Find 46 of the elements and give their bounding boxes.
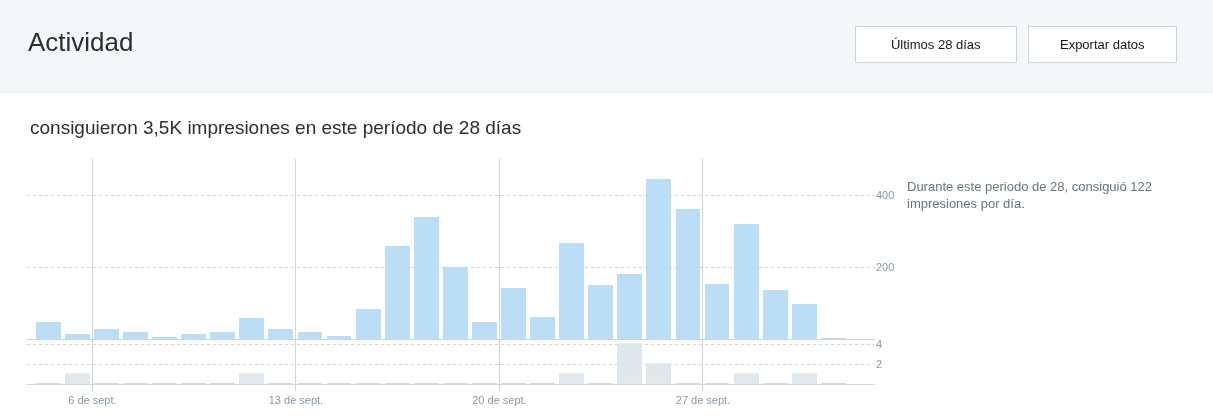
bar — [36, 322, 61, 339]
chart-title: Actividad — [28, 27, 134, 58]
text: Últimos 28 días — [890, 37, 982, 52]
y-tick-label: 4 — [876, 338, 883, 351]
bar — [646, 363, 671, 384]
bar — [443, 267, 468, 339]
bar — [65, 334, 90, 339]
y-tick-label: 200 — [876, 261, 895, 274]
bar — [617, 274, 642, 339]
bar — [239, 373, 264, 384]
bar — [181, 334, 206, 339]
bar — [327, 336, 351, 339]
y-tick-label: 400 — [876, 188, 895, 201]
bar — [588, 285, 613, 339]
bar — [734, 373, 759, 384]
bar — [298, 332, 322, 339]
x-tick-label: 13 de sept. — [268, 394, 324, 407]
text: Durante este periodo de 28, consiguió 122 impresiones por día. — [907, 179, 1153, 211]
bar — [530, 317, 555, 339]
chart-subtitle: consiguieron 3,5K impresiones en este período de 28 días — [30, 117, 522, 138]
bar — [268, 329, 293, 339]
x-tick-label: 20 de sept. — [472, 394, 527, 407]
bar — [705, 284, 729, 339]
x-tick-label: 27 de sept. — [675, 394, 731, 407]
bar — [763, 290, 788, 339]
bar — [559, 243, 584, 339]
bar — [734, 224, 759, 339]
bar — [65, 373, 90, 384]
bar — [676, 209, 700, 339]
bar — [646, 179, 671, 339]
bar — [472, 322, 497, 339]
bar — [210, 332, 235, 339]
bar — [792, 304, 817, 339]
bar — [792, 373, 817, 384]
bar — [559, 373, 584, 384]
bar — [356, 309, 381, 339]
bar — [123, 332, 148, 339]
bar — [239, 318, 264, 339]
bar — [501, 288, 526, 339]
bar — [94, 329, 119, 339]
x-tick-label: 6 de sept. — [68, 394, 117, 407]
bar — [414, 217, 439, 339]
text: Exportar datos — [1059, 37, 1146, 52]
bar — [617, 343, 642, 384]
bar — [385, 246, 410, 339]
y-tick-label: 2 — [876, 357, 883, 370]
